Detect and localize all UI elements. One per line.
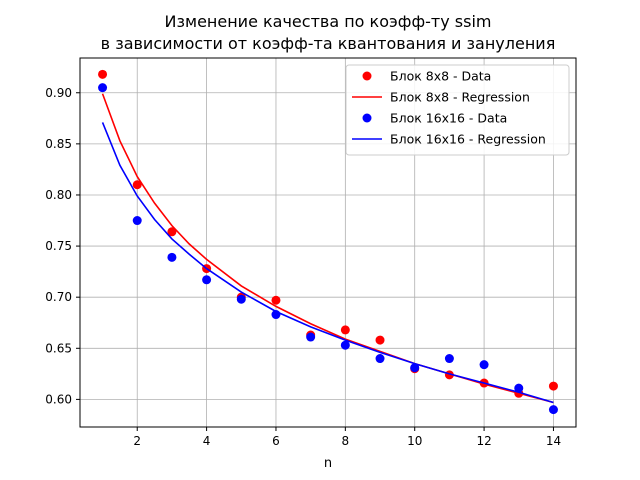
x-axis-label: n xyxy=(324,456,332,471)
legend-box xyxy=(345,64,570,156)
y-tick-label: 0.80 xyxy=(45,188,72,202)
series-2-point xyxy=(410,363,420,373)
y-tick-label: 0.75 xyxy=(45,239,72,253)
series-2-point xyxy=(167,252,177,262)
series-2-point xyxy=(98,83,108,93)
x-tick-label: 10 xyxy=(407,434,422,448)
series-2-point xyxy=(306,332,316,342)
series-0-point xyxy=(340,325,350,335)
x-tick-label: 12 xyxy=(476,434,491,448)
series-3-regression-line xyxy=(101,122,554,404)
series-2-point xyxy=(202,275,212,285)
chart-title-line-2: в зависимости от коэфф-та квантования и … xyxy=(101,34,556,53)
x-tick-label: 6 xyxy=(272,434,280,448)
legend-entry-label: Блок 8x8 - Data xyxy=(390,69,491,84)
series-2-point xyxy=(514,383,524,393)
x-tick-label: 14 xyxy=(546,434,561,448)
series-2-point xyxy=(479,360,489,370)
x-tick-label: 8 xyxy=(342,434,350,448)
y-tick-label: 0.60 xyxy=(45,392,72,406)
chart-title-line-1: Изменение качества по коэфф-ту ssim xyxy=(165,12,492,31)
y-tick-label: 0.85 xyxy=(45,137,72,151)
legend-marker-swatch xyxy=(362,113,372,123)
series-0-point xyxy=(167,227,177,237)
legend-marker-swatch xyxy=(362,71,372,81)
y-tick-label: 0.70 xyxy=(45,290,72,304)
plot-series xyxy=(98,69,558,415)
series-2-point xyxy=(548,405,558,415)
series-0-point xyxy=(132,180,142,190)
plot-frame xyxy=(79,57,577,428)
legend-entry-label: Блок 16x16 - Regression xyxy=(390,132,546,147)
legend-entry-label: Блок 8x8 - Regression xyxy=(390,90,530,105)
series-0-point xyxy=(375,335,385,345)
legend: Блок 8x8 - Data Блок 8x8 - Regression Блок… xyxy=(345,64,570,156)
series-0-point xyxy=(98,69,108,79)
legend-entry-label: Блок 16x16 - Data xyxy=(390,111,507,126)
x-tick-label: 4 xyxy=(203,434,211,448)
series-2-point xyxy=(375,354,385,364)
y-tick-label: 0.90 xyxy=(45,86,72,100)
y-tick-label: 0.65 xyxy=(45,341,72,355)
series-0-point xyxy=(271,295,281,305)
series-2-point xyxy=(132,216,142,226)
x-tick-label: 2 xyxy=(133,434,141,448)
series-2-point xyxy=(444,354,454,364)
axes: 2 4 6 8 10 12 14 0.60 0.65 0.70 0.75 0.80 0.85 0.90 xyxy=(45,57,577,448)
series-2-point xyxy=(340,340,350,350)
grid-lines xyxy=(80,58,576,427)
series-2-point xyxy=(236,294,246,304)
series-0-point xyxy=(548,381,558,391)
